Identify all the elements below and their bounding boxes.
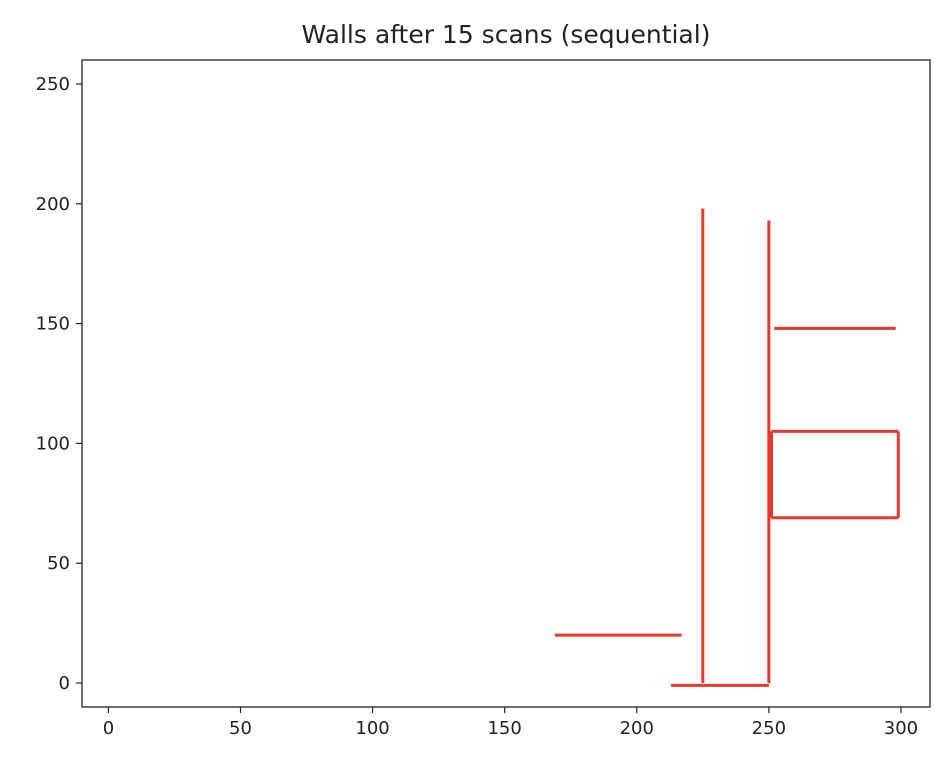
y-tick-label: 50	[47, 553, 70, 574]
x-tick-label: 300	[884, 718, 918, 739]
chart-title: Walls after 15 scans (sequential)	[302, 20, 711, 49]
x-tick-label: 0	[103, 718, 114, 739]
y-tick-label: 150	[36, 314, 70, 335]
y-tick-label: 0	[59, 673, 70, 694]
x-tick-label: 100	[355, 718, 389, 739]
x-tick-label: 150	[487, 718, 521, 739]
y-tick-label: 100	[36, 433, 70, 454]
y-tick-label: 250	[36, 74, 70, 95]
plot-background	[82, 60, 930, 707]
y-tick-label: 200	[36, 194, 70, 215]
plot-frame	[81, 59, 931, 708]
x-tick-label: 200	[620, 718, 654, 739]
x-axis-ticks: 0 50 100 150 200 250 300	[103, 707, 918, 739]
y-axis-ticks: 0 50 100 150 200 250	[36, 74, 82, 694]
x-tick-label: 50	[229, 718, 252, 739]
walls-layer	[554, 208, 900, 687]
x-tick-label: 250	[752, 718, 786, 739]
